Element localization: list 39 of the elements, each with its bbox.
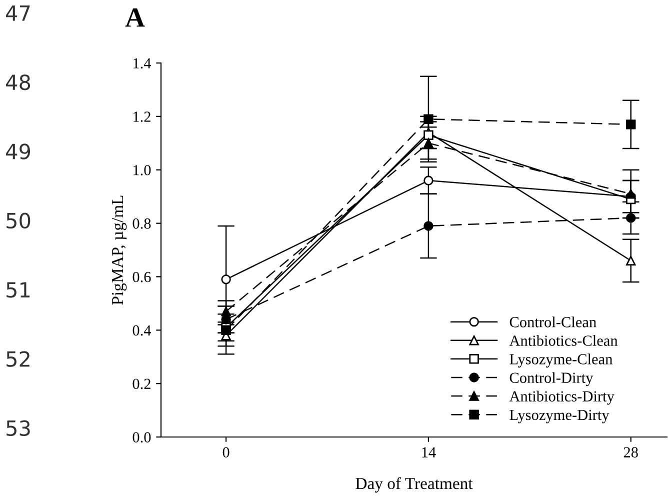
x-tick-label: 14 [422,447,436,458]
text: 51 [6,282,30,298]
text: 53 [6,420,30,436]
text: 52 [6,351,30,367]
chart-title: A [125,8,145,27]
legend-label: Antibiotics-Clean [509,335,618,346]
legend-label: Antibiotics-Dirty [509,390,614,405]
y-tick-label: 1.4 [134,58,152,69]
point [424,130,434,140]
point [221,274,231,284]
x-tick-label: 28 [624,447,638,458]
legend-label: Lysozyme-Dirty [510,410,610,424]
point [626,213,636,223]
x-axis-title: Day of Treatment [356,477,473,493]
point [221,306,231,316]
y-tick-label: 0.0 [132,432,151,443]
point [626,256,636,266]
point [626,189,636,199]
y-tick-label: 0.2 [132,378,150,390]
point [424,114,434,124]
text: 47 [6,6,30,21]
legend-label: Control-Dirty [510,372,594,386]
legend-label: Lysozyme-Clean [510,354,612,368]
y-axis-title: PigMAP, µg/mL [112,196,127,305]
y-tick-label: 1.2 [134,112,150,122]
text: 48 [6,74,30,90]
point [424,138,434,148]
legend-label: Control-Clean [510,316,596,328]
y-tick-label: 1.0 [134,165,151,176]
point [424,221,434,231]
y-tick-label: 0.4 [132,325,152,336]
text: 50 [6,212,30,229]
text: 49 [6,144,30,160]
point [424,176,434,186]
x-tick-label: 0 [222,447,230,458]
y-tick-label: 0.8 [132,218,151,229]
point [626,120,636,130]
point [221,325,231,336]
y-tick-label: 0.6 [132,272,151,282]
